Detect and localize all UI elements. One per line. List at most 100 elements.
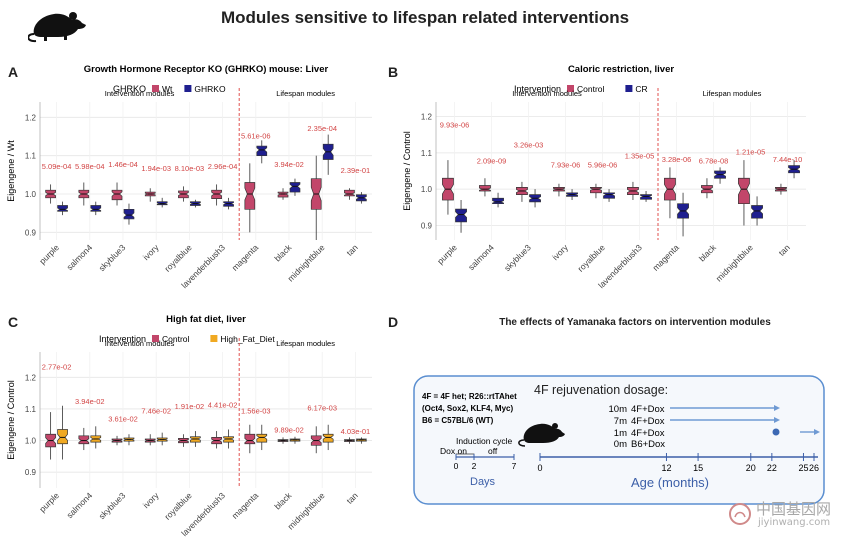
chart-high-fat-diet: High fat diet, liver Intervention Control H…: [6, 314, 372, 538]
box-ghrko: [90, 205, 102, 212]
y-tick-label: 1.1: [421, 149, 433, 158]
age-tick-label: 0: [537, 463, 542, 473]
legend-title: Intervention: [99, 334, 146, 344]
pvalue-label: 2.77e-02: [42, 362, 72, 371]
days-tick-label-0: 0: [454, 461, 459, 471]
y-axis-label: Eigengene / Control: [402, 131, 412, 211]
plot-area: [40, 102, 372, 240]
legend-line-1: 4F = 4F het; R26::rtTAhet: [422, 392, 517, 401]
x-tick-label: ivory: [550, 242, 570, 262]
group-label-lifespan: Lifespan modules: [703, 89, 762, 98]
legend-title: Intervention: [514, 84, 561, 94]
x-tick-label: purple: [37, 242, 61, 266]
dose-arrowhead-10m: [774, 405, 780, 411]
group-label-lifespan: Lifespan modules: [276, 339, 335, 348]
x-tick-label: midnightblue: [714, 242, 755, 283]
pvalue-label: 3.61e-02: [108, 415, 138, 424]
chart-caloric-restriction: Caloric restriction, liver Intervention Co…: [402, 64, 806, 290]
pvalue-label: 1.21e-05: [736, 148, 766, 157]
x-tick-label: skyblue3: [97, 242, 128, 273]
dose-treat-0m: B6+Dox: [631, 439, 665, 450]
days-label: Days: [470, 476, 496, 488]
pvalue-label: 1.56e-03: [241, 407, 271, 416]
box-cr: [603, 192, 615, 199]
box-ghrko: [289, 182, 301, 193]
box-high_fat_diet: [322, 433, 334, 443]
days-tick-label-2: 2: [472, 461, 477, 471]
y-tick-label: 0.9: [25, 228, 37, 237]
pvalue-label: 1.35e-05: [625, 151, 655, 160]
chart-title: Caloric restriction, liver: [568, 64, 674, 75]
x-tick-label: royalblue: [162, 490, 194, 522]
legend-entry: CR: [635, 84, 647, 94]
x-tick-label: black: [272, 242, 294, 264]
dose-time-1m: 1m: [614, 428, 627, 439]
box-ghrko: [57, 205, 68, 212]
legend-entry: High_Fat_Diet: [220, 334, 275, 344]
legend-swatch: [152, 335, 159, 342]
dox-off-label: off: [488, 446, 498, 456]
x-tick-label: purple: [435, 242, 459, 266]
pvalue-label: 2.96e-04: [208, 162, 238, 171]
plot-area: [40, 352, 372, 488]
x-tick-label: magenta: [650, 242, 681, 273]
mouse-icon: [518, 423, 565, 447]
x-tick-label: ivory: [141, 490, 161, 510]
x-tick-label: salmon4: [466, 242, 496, 272]
legend-entry: GHRKO: [194, 84, 226, 94]
y-axis-label: Eigengene / Wt: [6, 140, 16, 202]
box-wt: [277, 191, 289, 198]
age-tick-label: 12: [661, 463, 671, 473]
x-tick-label: royalblue: [162, 242, 194, 274]
y-tick-label: 1.2: [421, 113, 433, 122]
pvalue-label: 7.44e-10: [773, 155, 803, 164]
x-tick-label: royalblue: [575, 242, 607, 274]
legend-entry: Control: [162, 334, 190, 344]
chart-title: Growth Hormone Receptor KO (GHRKO) mouse…: [84, 64, 329, 75]
pvalue-label: 3.94e-02: [274, 160, 304, 169]
dox-on-label: Dox on: [440, 446, 467, 456]
box-wt: [244, 182, 256, 210]
group-label-intervention: Intervention modules: [105, 339, 175, 348]
box-high_fat_diet: [256, 433, 268, 443]
dose-time-7m: 7m: [614, 416, 627, 427]
box-cr: [751, 205, 763, 219]
y-tick-label: 1.1: [25, 152, 37, 161]
dosage-title: 4F rejuvenation dosage:: [534, 383, 668, 397]
group-label-lifespan: Lifespan modules: [276, 89, 335, 98]
yamanaka-diagram: 4F = 4F het; R26::rtTAhet (Oct4, Sox2, K…: [413, 375, 825, 505]
dose-dot-1m: [772, 428, 780, 436]
box-control: [590, 186, 602, 194]
pvalue-label: 9.93e-06: [440, 120, 470, 129]
box-ghrko: [256, 145, 268, 157]
box-ghrko: [123, 208, 135, 220]
pvalue-label: 2.09e-09: [477, 157, 507, 166]
box-wt: [344, 189, 355, 197]
pvalue-label: 4.41e-02: [208, 400, 238, 409]
legend-title: GHRKO: [113, 84, 146, 94]
pvalue-label: 5.96e-06: [588, 160, 618, 169]
age-tick-label: 26: [809, 463, 819, 473]
y-tick-label: 0.9: [421, 221, 433, 230]
x-tick-label: skyblue3: [97, 490, 128, 521]
y-tick-label: 1.0: [25, 190, 37, 199]
legend-swatch: [625, 85, 633, 92]
dose-treat-10m: 4F+Dox: [631, 404, 665, 415]
x-tick-label: magenta: [230, 242, 261, 273]
panel-letter-a: A: [8, 64, 19, 80]
y-tick-label: 0.9: [25, 468, 37, 477]
y-tick-label: 1.0: [421, 185, 433, 194]
pvalue-label: 7.93e-06: [551, 160, 581, 169]
panel-letter-b: B: [388, 64, 399, 80]
pvalue-label: 9.89e-02: [274, 426, 304, 435]
pvalue-label: 4.03e-01: [341, 427, 371, 436]
pvalue-label: 6.78e-08: [699, 157, 729, 166]
dose-arrowhead-7m: [774, 417, 780, 423]
age-tick-label: 25: [798, 463, 808, 473]
legend-entry: Wt: [162, 84, 173, 94]
y-tick-label: 1.2: [25, 373, 37, 382]
x-tick-label: tan: [344, 242, 360, 258]
dose-arrowhead-1m: [814, 429, 820, 435]
days-tick-label-7: 7: [512, 461, 517, 471]
box-control: [244, 433, 256, 445]
